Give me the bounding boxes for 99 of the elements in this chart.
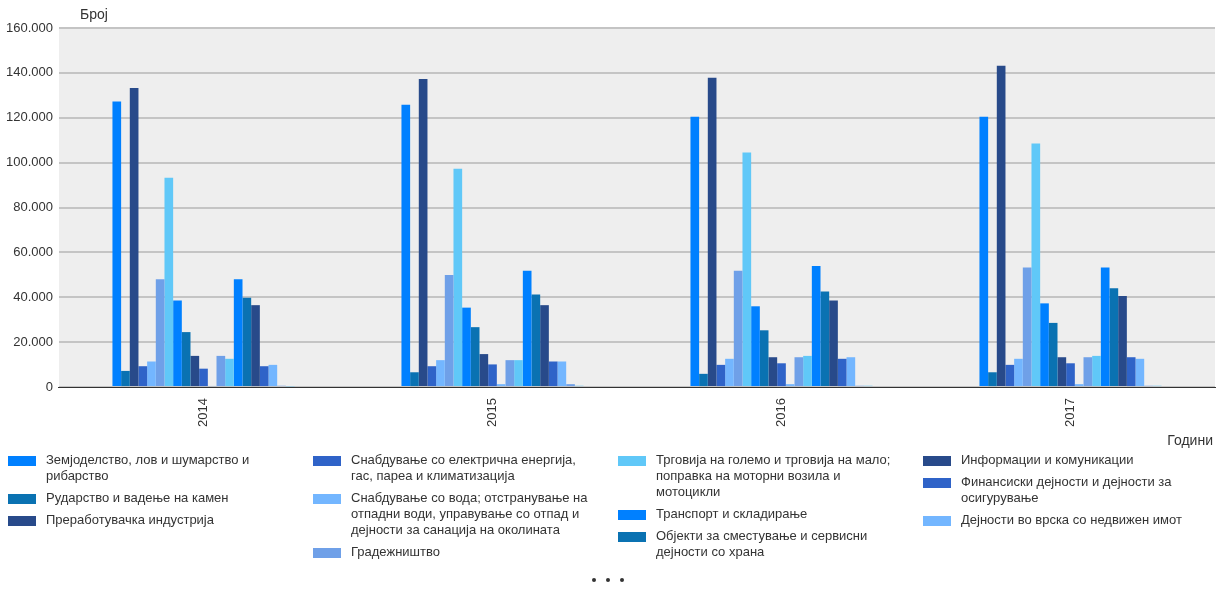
bar: [803, 355, 812, 387]
bar: [1066, 363, 1075, 387]
x-axis-title: Години: [1167, 432, 1213, 448]
bar: [488, 364, 497, 387]
y-tick-label: 20.000: [13, 333, 53, 349]
bar: [777, 363, 786, 387]
bar: [996, 65, 1006, 387]
y-tick-label: 80.000: [13, 199, 53, 215]
y-tick-label: 160.000: [5, 19, 53, 35]
bar: [1118, 295, 1127, 387]
bar: [1031, 143, 1041, 387]
bar: [548, 361, 558, 387]
bar: [268, 364, 278, 387]
legend-label: Преработувачка индустрија: [46, 512, 214, 528]
bar: [1005, 364, 1015, 387]
x-tick-label: 2015: [484, 398, 500, 427]
legend-label: Трговија на големо и трговија на мало; поправка на моторни возила и мотоцикли: [656, 452, 892, 500]
bar: [225, 358, 234, 387]
bar: [699, 373, 708, 387]
y-tick-label: 100.000: [5, 154, 53, 170]
bar: [794, 357, 804, 387]
x-tick-label: 2014: [195, 398, 211, 427]
y-tick-label: 40.000: [13, 288, 53, 304]
bar: [216, 355, 226, 387]
bar: [1092, 355, 1101, 387]
bar: [768, 357, 778, 387]
bar: [190, 355, 200, 387]
bar: [505, 360, 515, 387]
bar: [988, 372, 997, 387]
bar: [1109, 288, 1119, 387]
y-tick-label: 140.000: [5, 64, 53, 80]
bar: [1100, 267, 1110, 387]
legend-label: Градежништво: [351, 544, 440, 560]
bar: [759, 330, 769, 387]
bar: [453, 168, 463, 387]
x-tick-label: 2016: [773, 398, 789, 427]
bar: [725, 358, 734, 387]
legend-label: Финансиски дејности и дејности за осигурување: [961, 474, 1173, 506]
bar: [479, 354, 489, 387]
legend-label: Дејности во врска со недвижен имот: [961, 512, 1182, 528]
bar: [820, 291, 830, 387]
bar: [138, 366, 148, 387]
bar: [1040, 303, 1049, 387]
bar: [979, 116, 989, 387]
bar: [751, 306, 760, 387]
bar: [690, 116, 700, 387]
bar: [259, 366, 269, 387]
bar: [436, 360, 445, 387]
bar: [112, 101, 122, 387]
bar: [522, 270, 532, 387]
bar: [427, 366, 437, 387]
bar: [129, 87, 139, 387]
y-tick-label: 0: [45, 378, 53, 394]
y-tick-label: 120.000: [5, 109, 53, 125]
legend-label: Снабдување со вода; отстранување на отпадни води, управување со отпад и дејности за санација на околината: [351, 490, 589, 538]
bar: [233, 279, 243, 387]
y-tick-label: 60.000: [13, 244, 53, 259]
bar: [155, 279, 165, 387]
bar: [251, 305, 260, 387]
bar: [147, 361, 156, 387]
bar: [1135, 358, 1145, 387]
bar: [557, 361, 567, 387]
bar: [742, 152, 752, 387]
bar: [837, 358, 847, 387]
bar: [514, 360, 523, 387]
bar: [716, 364, 726, 387]
bar: [121, 370, 130, 387]
bar: [1057, 357, 1067, 387]
legend-label: Земјоделство, лов и шумарство и рибарство: [46, 452, 251, 484]
bar: [401, 104, 411, 387]
y-axis-title: Број: [80, 6, 108, 22]
bar: [1022, 267, 1032, 387]
bar: [444, 275, 454, 387]
bar: [846, 357, 856, 387]
bar: [1126, 357, 1136, 387]
bar: [707, 77, 717, 387]
x-tick-label: 2017: [1062, 398, 1078, 427]
legend-label: Информации и комуникации: [961, 452, 1134, 468]
bar: [540, 305, 549, 387]
bar: [811, 266, 821, 387]
bar: [1083, 357, 1093, 387]
legend-label: Рударство и вадење на камен: [46, 490, 229, 506]
bar: [829, 300, 838, 387]
bar: [242, 297, 252, 387]
bar: [1048, 322, 1058, 387]
legend-label: Транспорт и складирање: [656, 506, 808, 522]
bar: [410, 372, 419, 387]
legend-label: Објекти за сместување и сервисни дејности со храна: [656, 528, 869, 560]
bar: [462, 307, 471, 387]
bar: [470, 327, 480, 387]
bar: [733, 270, 743, 387]
bar: [164, 177, 174, 387]
bar: [173, 300, 182, 387]
legend-label: Снабдување со електрична енергија, гас, пареа и климатизација: [351, 452, 577, 484]
bar: [199, 368, 208, 387]
bar: [418, 78, 428, 387]
bar: [531, 294, 541, 387]
bar: [181, 332, 191, 387]
bar: [1014, 358, 1023, 387]
